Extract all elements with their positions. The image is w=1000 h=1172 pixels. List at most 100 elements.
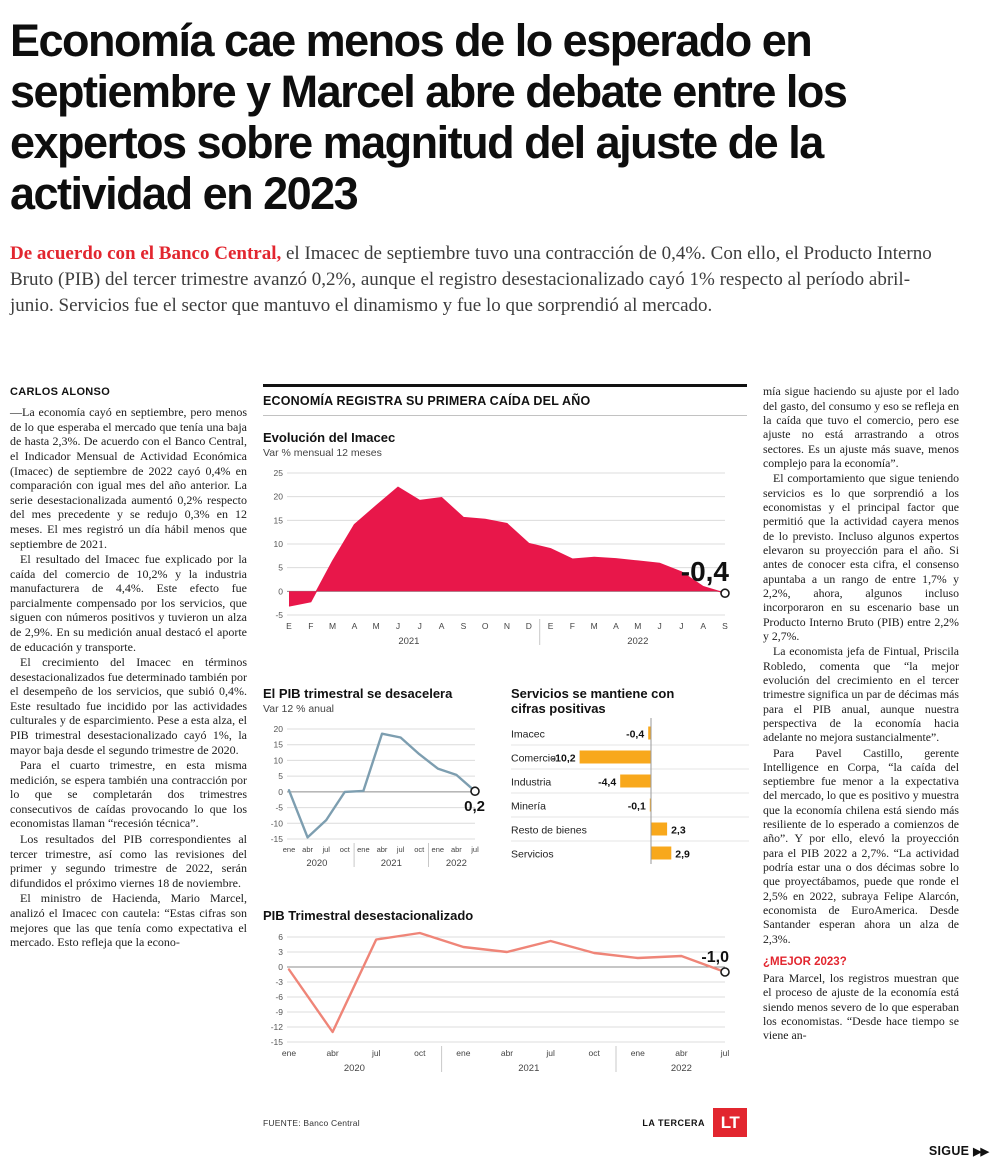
svg-text:J: J	[396, 621, 400, 631]
svg-text:3: 3	[278, 947, 283, 957]
la-tercera-credit: LA TERCERA	[642, 1117, 705, 1128]
svg-text:-1,0: -1,0	[701, 949, 729, 966]
la-tercera-logo-icon: LT	[713, 1108, 747, 1138]
svg-text:10: 10	[274, 756, 284, 766]
svg-text:2022: 2022	[671, 1063, 692, 1074]
paragraph: El comportamiento que sigue teniendo ser…	[763, 471, 959, 643]
svg-text:abr: abr	[302, 845, 313, 854]
svg-text:A: A	[352, 621, 358, 631]
svg-text:D: D	[526, 621, 532, 631]
svg-text:-12: -12	[271, 1022, 284, 1032]
svg-text:0: 0	[278, 962, 283, 972]
svg-text:abr: abr	[501, 1048, 513, 1058]
svg-text:Resto de bienes: Resto de bienes	[511, 825, 587, 837]
paragraph: Los resultados del PIB correspondientes …	[10, 832, 247, 890]
svg-text:0: 0	[278, 787, 283, 797]
svg-text:-6: -6	[275, 992, 283, 1002]
svg-text:M: M	[373, 621, 380, 631]
svg-text:A: A	[700, 621, 706, 631]
svg-text:E: E	[286, 621, 292, 631]
svg-text:ene: ene	[357, 845, 370, 854]
svg-text:F: F	[570, 621, 575, 631]
paragraph: La economista jefa de Fintual, Priscila …	[763, 644, 959, 745]
paragraph: El ministro de Hacienda, Mario Marcel, a…	[10, 891, 247, 950]
continuation-marker: SIGUE ▶▶	[928, 1144, 989, 1158]
svg-text:-5: -5	[275, 803, 283, 813]
svg-text:2021: 2021	[518, 1063, 539, 1074]
svg-text:J: J	[679, 621, 683, 631]
svg-text:M: M	[329, 621, 336, 631]
svg-text:2022: 2022	[446, 858, 467, 869]
svg-text:abr: abr	[326, 1048, 338, 1058]
svg-text:2021: 2021	[398, 636, 419, 647]
svg-text:Industria: Industria	[511, 777, 551, 789]
svg-text:S: S	[461, 621, 467, 631]
svg-text:A: A	[439, 621, 445, 631]
svg-text:oct: oct	[414, 845, 425, 854]
svg-text:-15: -15	[271, 834, 284, 844]
svg-text:ene: ene	[631, 1048, 645, 1058]
chart2-subtitle: Var 12 % anual	[263, 703, 335, 716]
svg-text:5: 5	[278, 563, 283, 573]
svg-text:oct: oct	[414, 1048, 426, 1058]
chart-footer: FUENTE: Banco Central LA TERCERA LT	[263, 1108, 747, 1138]
pib-yoy-chart-block: El PIB trimestral se desacelera Var 12 %…	[263, 686, 491, 894]
svg-text:2021: 2021	[381, 858, 402, 869]
svg-text:S: S	[722, 621, 728, 631]
svg-text:-9: -9	[275, 1007, 283, 1017]
svg-text:Comercio: Comercio	[511, 753, 556, 765]
sector-bars-block: Servicios se mantiene con cifras positiv…	[511, 686, 749, 894]
headline: Economía cae menos de lo esperado en sep…	[10, 15, 848, 219]
svg-text:jul: jul	[371, 1048, 381, 1058]
svg-text:2,3: 2,3	[671, 825, 686, 837]
svg-text:-3: -3	[275, 977, 283, 987]
svg-text:2022: 2022	[627, 636, 648, 647]
svg-text:0,2: 0,2	[464, 799, 485, 816]
svg-text:F: F	[308, 621, 313, 631]
svg-text:-0,1: -0,1	[628, 801, 646, 813]
double-arrow-right-icon: ▶▶	[973, 1146, 989, 1158]
svg-text:N: N	[504, 621, 510, 631]
svg-text:ene: ene	[282, 1048, 296, 1058]
svg-text:5: 5	[278, 771, 283, 781]
svg-text:-10: -10	[271, 819, 284, 829]
right-column-text-bottom: Para Marcel, los registros muestran que …	[763, 971, 959, 1043]
chart2-title: El PIB trimestral se desacelera	[263, 686, 453, 702]
chart3-title: Servicios se mantiene con cifras positiv…	[511, 686, 675, 717]
svg-text:E: E	[548, 621, 554, 631]
svg-text:25: 25	[274, 468, 284, 478]
right-column: mía sigue haciendo su ajuste por el lado…	[763, 384, 959, 1137]
svg-text:0: 0	[278, 587, 283, 597]
sigue-label: SIGUE	[928, 1144, 970, 1158]
paragraph: Para el cuarto trimestre, en esta misma …	[10, 758, 247, 831]
charts-panel: ECONOMÍA REGISTRA SU PRIMERA CAÍDA DEL A…	[263, 384, 749, 1138]
lede-text: el Imacec de septiembre tuvo una contrac…	[10, 243, 932, 316]
lede-lead-in: De acuerdo con el Banco Central,	[10, 243, 282, 265]
pib-sa-chart-block: PIB Trimestral desestacionalizado 6 3 0 -3 -…	[263, 908, 747, 1098]
chart1-subtitle: Var % mensual 12 meses	[263, 447, 382, 460]
right-column-text-top: mía sigue haciendo su ajuste por el lado…	[763, 384, 959, 946]
imacec-chart-block: Evolución del Imacec Var % mensual 12 me…	[263, 430, 747, 670]
svg-text:jul: jul	[470, 845, 479, 854]
lede: De acuerdo con el Banco Central, el Imac…	[10, 241, 945, 318]
svg-text:2020: 2020	[344, 1063, 365, 1074]
svg-text:15: 15	[274, 516, 284, 526]
svg-text:-10,2: -10,2	[552, 753, 576, 765]
svg-text:-0,4: -0,4	[626, 729, 644, 741]
svg-text:Servicios: Servicios	[511, 849, 554, 861]
svg-text:M: M	[634, 621, 641, 631]
svg-text:-4,4: -4,4	[598, 777, 616, 789]
left-column: CARLOS ALONSO —La economía cayó en septi…	[10, 384, 247, 1137]
svg-text:ene: ene	[456, 1048, 470, 1058]
paragraph: El crecimiento del Imacec en términos de…	[10, 655, 247, 757]
paragraph: mía sigue haciendo su ajuste por el lado…	[763, 384, 959, 470]
svg-text:abr: abr	[377, 845, 388, 854]
svg-text:Imacec: Imacec	[511, 729, 545, 741]
article-body: CARLOS ALONSO —La economía cayó en septi…	[10, 384, 980, 1138]
svg-text:15: 15	[274, 740, 284, 750]
chart1-title: Evolución del Imacec	[263, 430, 396, 446]
svg-text:6: 6	[278, 932, 283, 942]
